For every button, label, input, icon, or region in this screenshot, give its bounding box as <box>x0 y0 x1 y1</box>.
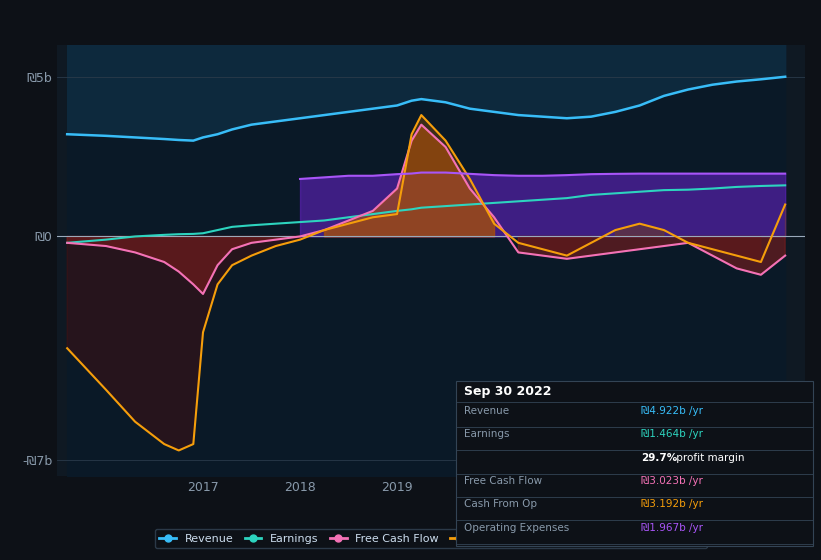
Legend: Revenue, Earnings, Free Cash Flow, Cash From Op, Operating Expenses: Revenue, Earnings, Free Cash Flow, Cash … <box>155 529 707 548</box>
Text: Revenue: Revenue <box>464 406 509 416</box>
Text: Earnings: Earnings <box>464 430 509 440</box>
Text: Free Cash Flow: Free Cash Flow <box>464 476 542 486</box>
Text: ₪4.922b /yr: ₪4.922b /yr <box>641 406 704 416</box>
Text: ₪3.192b /yr: ₪3.192b /yr <box>641 500 704 510</box>
Text: Operating Expenses: Operating Expenses <box>464 522 569 533</box>
Text: profit margin: profit margin <box>672 452 744 463</box>
Text: ₪3.023b /yr: ₪3.023b /yr <box>641 476 704 486</box>
Text: 29.7%: 29.7% <box>641 452 677 463</box>
Text: Cash From Op: Cash From Op <box>464 500 537 510</box>
Text: Sep 30 2022: Sep 30 2022 <box>464 385 552 398</box>
Text: ₪1.967b /yr: ₪1.967b /yr <box>641 522 704 533</box>
Text: ₪1.464b /yr: ₪1.464b /yr <box>641 430 704 440</box>
